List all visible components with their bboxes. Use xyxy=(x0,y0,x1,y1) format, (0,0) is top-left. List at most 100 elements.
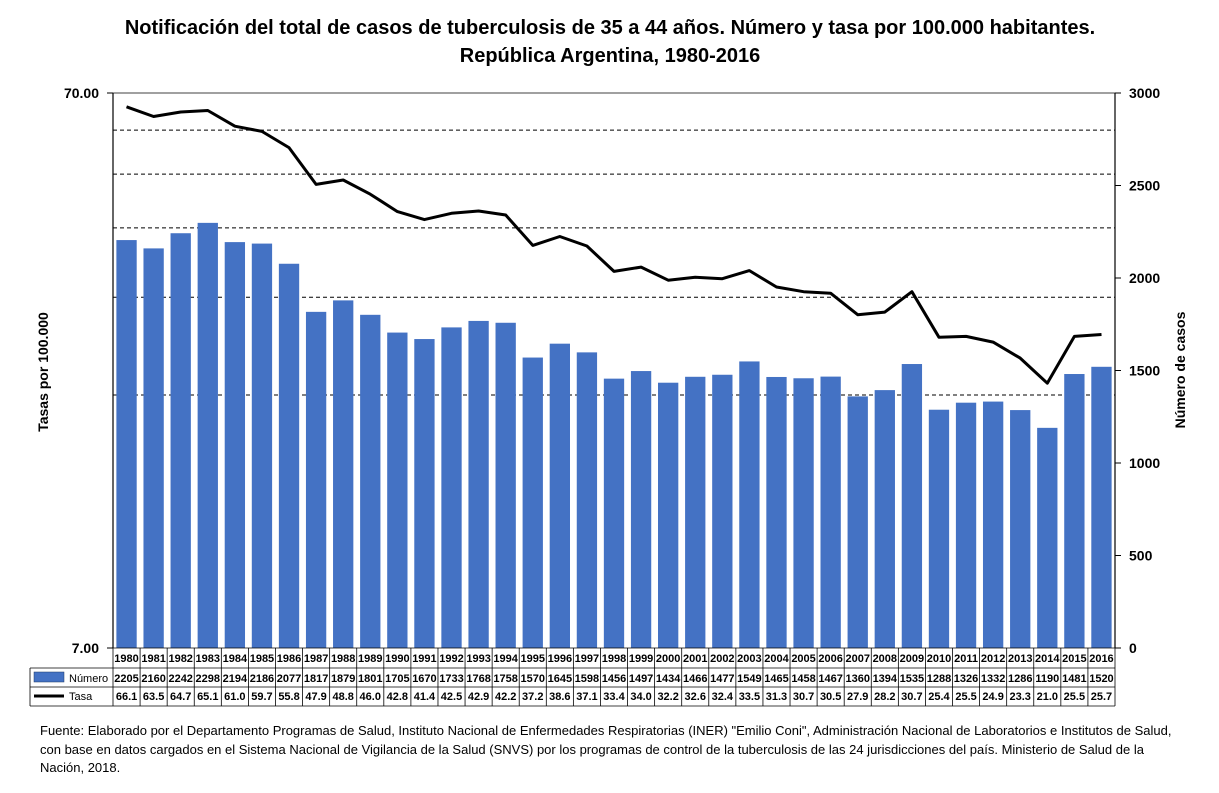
data-label-numero: 1801 xyxy=(358,673,382,685)
data-label-numero: 1549 xyxy=(737,673,761,685)
bar-2000 xyxy=(658,382,679,648)
x-tick-label: 1984 xyxy=(223,653,248,665)
data-label-tasa: 41.4 xyxy=(414,691,436,703)
data-label-numero: 2160 xyxy=(141,673,165,685)
bar-1999 xyxy=(630,371,652,648)
data-label-tasa: 23.3 xyxy=(1010,691,1031,703)
x-tick-label: 2010 xyxy=(927,653,951,665)
data-label-tasa: 32.6 xyxy=(685,691,706,703)
data-label-tasa: 66.1 xyxy=(116,691,137,703)
data-table: Número Tasa 1980 2205 66.1 1981 2160 63.5 1982 22… xyxy=(29,647,1116,707)
data-label-numero: 1477 xyxy=(710,673,734,685)
bar-2007 xyxy=(847,396,868,648)
x-tick-label: 2003 xyxy=(737,653,761,665)
bar-1992 xyxy=(441,327,462,648)
data-label-numero: 1465 xyxy=(764,673,788,685)
x-tick-label: 2015 xyxy=(1062,653,1086,665)
bar-1982 xyxy=(170,233,191,649)
data-label-tasa: 27.9 xyxy=(847,691,868,703)
right-tick-label: 0 xyxy=(1129,640,1137,656)
bar-1980 xyxy=(116,240,137,648)
right-tick-label: 1000 xyxy=(1129,455,1160,471)
x-tick-label: 2000 xyxy=(656,653,680,665)
bar-2008 xyxy=(874,390,895,648)
data-label-tasa: 47.9 xyxy=(305,691,326,703)
x-tick-label: 2005 xyxy=(791,653,815,665)
x-tick-label: 1985 xyxy=(250,653,274,665)
legend-label-numero: Número xyxy=(69,673,108,685)
data-label-tasa: 24.9 xyxy=(982,691,1003,703)
data-label-tasa: 42.9 xyxy=(468,691,489,703)
data-label-tasa: 38.6 xyxy=(549,691,570,703)
bar-2004 xyxy=(766,376,787,648)
data-label-tasa: 25.4 xyxy=(928,691,950,703)
left-tick-label: 7.00 xyxy=(72,640,99,656)
data-label-numero: 1286 xyxy=(1008,673,1032,685)
x-tick-label: 1995 xyxy=(521,653,545,665)
legend-label-tasa: Tasa xyxy=(69,691,93,703)
bar-2012 xyxy=(982,401,1004,648)
x-tick-label: 1998 xyxy=(602,653,626,665)
data-label-numero: 1535 xyxy=(900,673,924,685)
x-tick-label: 1999 xyxy=(629,653,653,665)
x-tick-label: 2004 xyxy=(764,653,789,665)
data-label-tasa: 42.2 xyxy=(495,691,516,703)
bar-2014 xyxy=(1037,427,1058,648)
data-label-numero: 1332 xyxy=(981,673,1005,685)
y-axis-label-left: Tasas por 100.000 xyxy=(35,312,51,432)
data-label-numero: 1758 xyxy=(493,673,517,685)
axes: 70.00 7.00 0 500 1000 1500 2000 2500 3000 xyxy=(64,85,1160,656)
data-label-numero: 1467 xyxy=(818,673,842,685)
bar-1994 xyxy=(495,322,516,648)
x-tick-label: 2007 xyxy=(845,653,869,665)
y-axis-label-right: Número de casos xyxy=(1172,311,1188,428)
data-label-tasa: 42.8 xyxy=(387,691,408,703)
data-label-numero: 1879 xyxy=(331,673,355,685)
x-tick-label: 2014 xyxy=(1035,653,1060,665)
bar-1983 xyxy=(197,222,218,648)
data-label-tasa: 30.5 xyxy=(820,691,841,703)
data-label-numero: 2242 xyxy=(168,673,192,685)
x-tick-label: 1982 xyxy=(168,653,192,665)
right-tick-label: 3000 xyxy=(1129,85,1160,101)
bar-1986 xyxy=(278,263,300,648)
data-label-numero: 1817 xyxy=(304,673,328,685)
data-label-numero: 1481 xyxy=(1062,673,1086,685)
data-label-numero: 1458 xyxy=(791,673,815,685)
bar-1996 xyxy=(549,343,570,648)
data-label-numero: 1288 xyxy=(927,673,951,685)
data-label-tasa: 25.7 xyxy=(1091,691,1112,703)
x-tick-label: 2012 xyxy=(981,653,1005,665)
data-label-numero: 1190 xyxy=(1035,673,1059,685)
left-tick-label: 70.00 xyxy=(64,85,99,101)
data-label-numero: 1705 xyxy=(385,673,409,685)
data-label-tasa: 65.1 xyxy=(197,691,218,703)
data-label-numero: 1394 xyxy=(873,673,898,685)
data-label-numero: 1645 xyxy=(548,673,572,685)
x-tick-label: 1988 xyxy=(331,653,355,665)
data-label-tasa: 28.2 xyxy=(874,691,895,703)
data-label-tasa: 32.2 xyxy=(657,691,678,703)
data-label-numero: 1497 xyxy=(629,673,653,685)
bar-2011 xyxy=(955,402,977,648)
x-tick-label: 2001 xyxy=(683,653,707,665)
x-tick-label: 2011 xyxy=(954,653,978,665)
data-label-tasa: 46.0 xyxy=(360,691,381,703)
bar-2016 xyxy=(1091,366,1112,648)
data-label-tasa: 30.7 xyxy=(793,691,814,703)
x-tick-label: 1994 xyxy=(493,653,518,665)
bar-1990 xyxy=(387,332,408,648)
data-label-numero: 2205 xyxy=(114,673,138,685)
x-tick-label: 2008 xyxy=(873,653,897,665)
data-label-tasa: 59.7 xyxy=(251,691,272,703)
data-label-numero: 2298 xyxy=(196,673,220,685)
bar-1985 xyxy=(251,243,273,648)
bar-2015 xyxy=(1064,374,1085,648)
x-tick-label: 2002 xyxy=(710,653,734,665)
x-tick-label: 2006 xyxy=(818,653,842,665)
data-label-tasa: 37.1 xyxy=(576,691,597,703)
data-label-numero: 1570 xyxy=(521,673,545,685)
data-label-tasa: 63.5 xyxy=(143,691,164,703)
data-label-numero: 1670 xyxy=(412,673,436,685)
bar-2003 xyxy=(739,361,760,648)
